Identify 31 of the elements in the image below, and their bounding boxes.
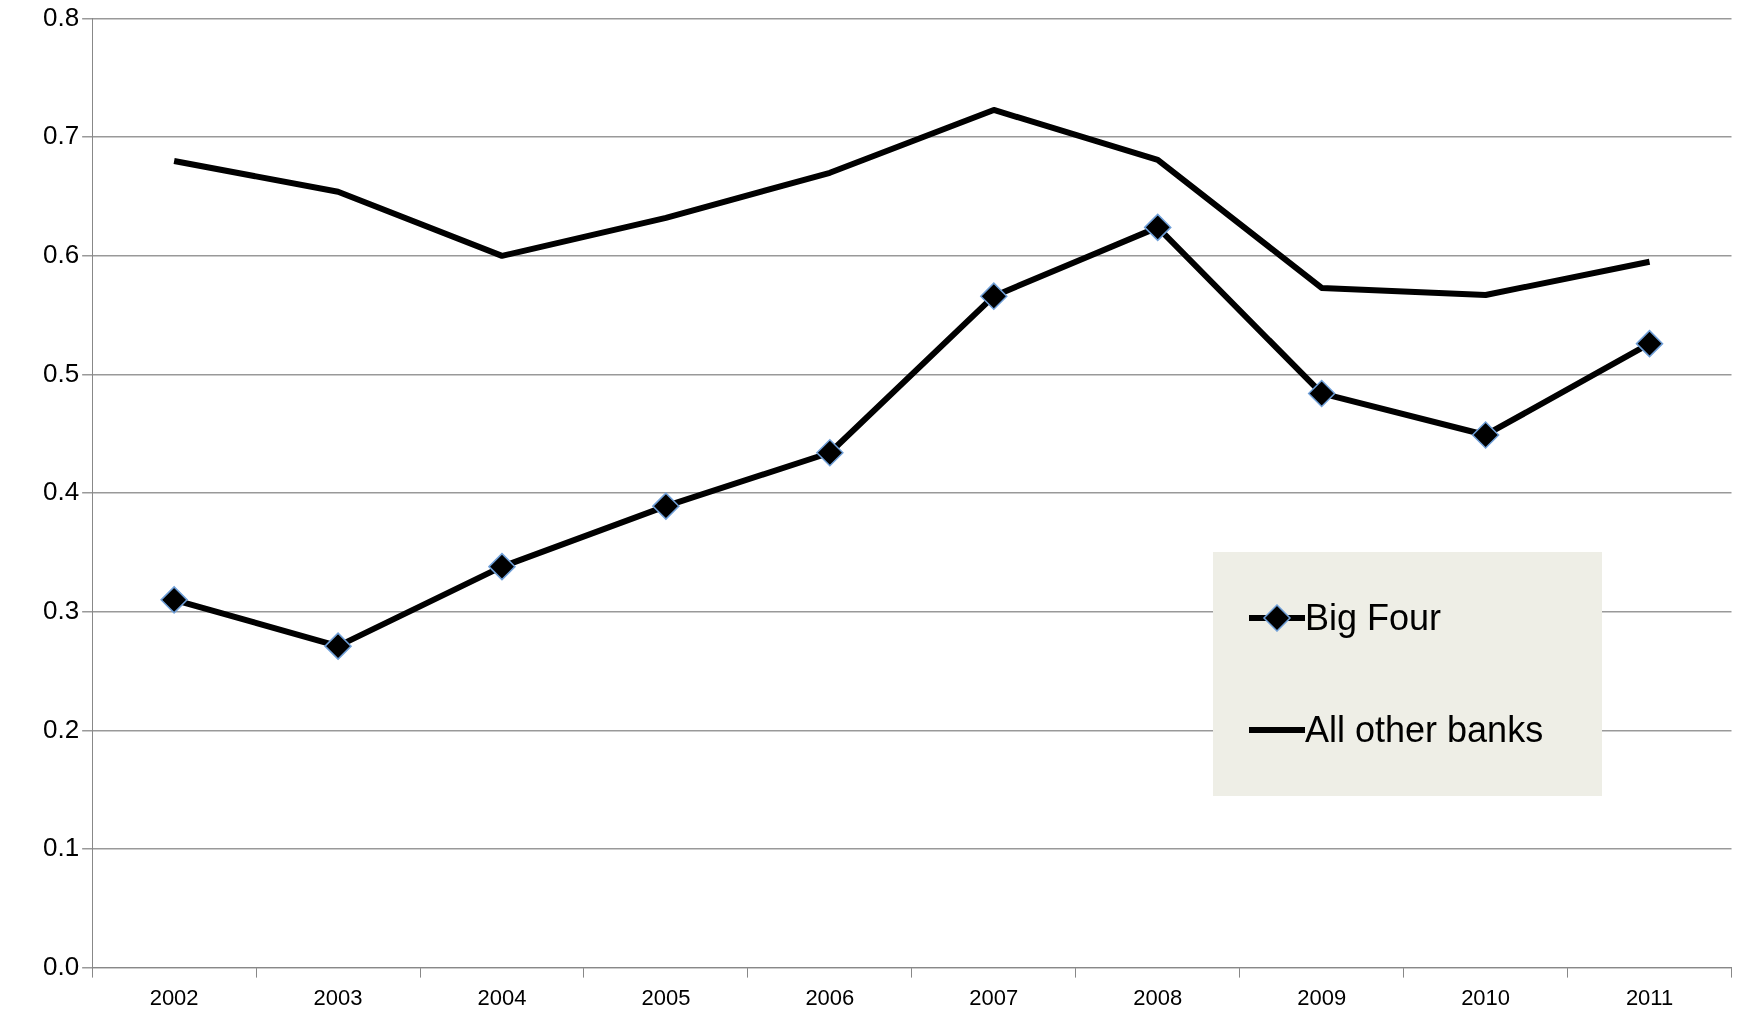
y-tick-label: 0.6 [42, 239, 80, 270]
y-tick-label: 0.4 [42, 476, 80, 507]
point [980, 282, 1008, 310]
point [488, 552, 516, 581]
legend-label: Big Four [1305, 597, 1442, 639]
x-tick-label: 2003 [313, 984, 363, 1010]
x-tick-label: 2004 [477, 984, 527, 1010]
legend-label: All other banks [1305, 709, 1544, 751]
point [1143, 213, 1172, 242]
point [652, 492, 680, 520]
x-tick-label: 2009 [1297, 984, 1347, 1010]
point [160, 586, 188, 614]
y-tick-label: 0.5 [42, 357, 80, 388]
x-tick-label: 2010 [1461, 984, 1511, 1010]
y-tick-label: 0.0 [42, 950, 80, 981]
point [816, 439, 844, 467]
point [1635, 329, 1664, 358]
x-tick-label: 2007 [969, 984, 1019, 1010]
x-tick-label: 2005 [641, 984, 691, 1010]
y-tick-label: 0.7 [42, 120, 80, 151]
x-tick-label: 2008 [1133, 984, 1183, 1010]
point [1307, 379, 1336, 408]
y-tick-label: 0.3 [42, 594, 80, 625]
point [1471, 421, 1500, 449]
x-tick-label: 2011 [1625, 984, 1674, 1010]
x-tick-label: 2006 [805, 984, 855, 1010]
x-tick-label: 2002 [149, 984, 199, 1010]
y-tick-label: 0.8 [42, 1, 80, 32]
y-tick-label: 0.1 [42, 832, 80, 863]
point [324, 632, 352, 660]
y-tick-label: 0.2 [42, 713, 80, 744]
